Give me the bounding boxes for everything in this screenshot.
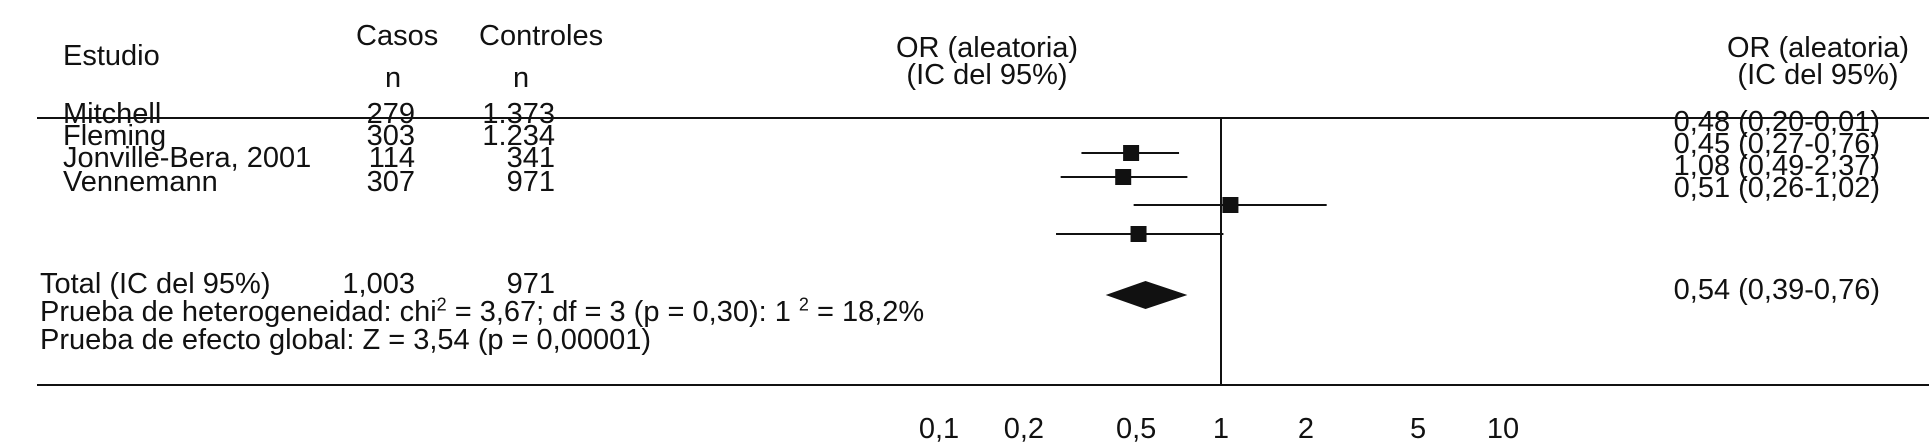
study-cases: 279 bbox=[366, 98, 415, 130]
total-diamond bbox=[1105, 281, 1188, 309]
study-ci-text: 0,48 (0,20-0,01) bbox=[1673, 106, 1880, 138]
x-tick-label: 0,5 bbox=[1116, 413, 1156, 445]
study-controls: 341 bbox=[506, 142, 555, 174]
header-ci-ci: (IC del 95%) bbox=[1737, 59, 1899, 91]
header-n-cases: n bbox=[385, 62, 402, 94]
study-name: Vennemann bbox=[63, 166, 218, 198]
x-tick-label: 0,2 bbox=[1004, 413, 1044, 445]
x-tick-label: 0,1 bbox=[919, 413, 959, 445]
header-n-controls: n bbox=[513, 62, 530, 94]
total-cases: 1,003 bbox=[342, 268, 415, 300]
heterogeneity-test: Prueba de heterogeneidad: chi2 = 3,67; d… bbox=[40, 294, 925, 328]
study-name: Mitchell bbox=[63, 98, 162, 130]
study-controls: 971 bbox=[506, 166, 555, 198]
study-point bbox=[1130, 226, 1147, 242]
study-controls: 1.373 bbox=[482, 98, 555, 130]
header-plot-ci: (IC del 95%) bbox=[906, 59, 1068, 91]
study-controls: 1.234 bbox=[482, 120, 555, 152]
global-effect-test: Prueba de efecto global: Z = 3,54 (p = 0… bbox=[40, 324, 652, 356]
x-tick-label: 2 bbox=[1298, 413, 1314, 445]
study-ci-text: 1,08 (0,49-2,37) bbox=[1673, 150, 1880, 182]
header-ci-or: OR (aleatoria) bbox=[1726, 32, 1910, 64]
x-tick-label: 5 bbox=[1410, 413, 1426, 445]
x-tick-label: 10 bbox=[1487, 413, 1519, 445]
study-name: Jonville-Bera, 2001 bbox=[63, 142, 312, 174]
total-ci-text: 0,54 (0,39-0,76) bbox=[1673, 274, 1880, 306]
study-ci-text: 0,45 (0,27-0,76) bbox=[1673, 128, 1880, 160]
study-cases: 307 bbox=[366, 166, 415, 198]
header-controls: Controles bbox=[479, 20, 604, 52]
x-tick-label: 1 bbox=[1213, 413, 1229, 445]
header-cases: Casos bbox=[356, 20, 439, 52]
study-point bbox=[1123, 145, 1140, 161]
study-point bbox=[1222, 197, 1239, 213]
study-ci-text: 0,51 (0,26-1,02) bbox=[1673, 172, 1880, 204]
total-controls: 971 bbox=[506, 268, 555, 300]
study-cases: 303 bbox=[366, 120, 415, 152]
study-point bbox=[1115, 169, 1132, 185]
total-label: Total (IC del 95%) bbox=[40, 268, 271, 300]
study-name: Fleming bbox=[63, 120, 167, 152]
header-study: Estudio bbox=[63, 40, 160, 72]
header-plot-or: OR (aleatoria) bbox=[895, 32, 1079, 64]
study-cases: 114 bbox=[368, 142, 415, 174]
